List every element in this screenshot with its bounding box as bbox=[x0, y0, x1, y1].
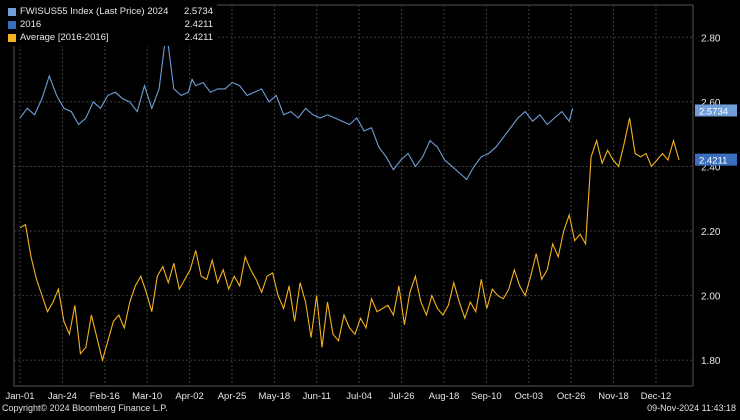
x-tick-label: Oct-03 bbox=[514, 391, 543, 402]
x-tick-label: Nov-18 bbox=[598, 391, 629, 402]
legend-swatch bbox=[8, 7, 16, 16]
x-tick-label: Jul-04 bbox=[346, 391, 372, 402]
x-tick-label: Jan-01 bbox=[5, 391, 34, 402]
y-tick-label: 2.00 bbox=[701, 292, 721, 303]
y-tick-label: 2.20 bbox=[701, 227, 721, 238]
x-tick-label: Jan-24 bbox=[48, 391, 77, 402]
legend-label: FWISUS55 Index (Last Price) 2024 bbox=[20, 6, 169, 17]
legend-label: Average [2016-2016] bbox=[20, 32, 109, 43]
x-tick-label: Apr-02 bbox=[175, 391, 204, 402]
timestamp-text: 09-Nov-2024 11:43:18 bbox=[647, 403, 736, 413]
plot-area bbox=[13, 4, 694, 387]
copyright-text: Copyright© 2024 Bloomberg Finance L.P. bbox=[2, 403, 168, 413]
x-tick-label: May-18 bbox=[259, 391, 291, 402]
legend-swatch bbox=[8, 33, 16, 42]
x-tick-label: Oct-26 bbox=[557, 391, 586, 402]
legend-row: FWISUS55 Index (Last Price) 2024 2.5734 bbox=[8, 5, 213, 18]
legend-value: 2.4211 bbox=[184, 19, 213, 30]
x-tick-label: Jun-11 bbox=[303, 391, 331, 402]
series-line bbox=[19, 30, 574, 181]
series-line bbox=[19, 117, 680, 363]
last-value-badge bbox=[695, 153, 737, 166]
legend-row: Average [2016-2016] 2.4211 bbox=[8, 31, 213, 44]
legend-value: 2.5734 bbox=[183, 6, 213, 17]
x-tick-label: Aug-18 bbox=[429, 391, 460, 402]
legend: FWISUS55 Index (Last Price) 2024 2.5734 … bbox=[4, 3, 217, 46]
x-tick-label: Sep-10 bbox=[471, 391, 502, 402]
x-tick-label: Dec-12 bbox=[641, 391, 672, 402]
last-value-badge bbox=[695, 104, 737, 117]
y-tick-label: 2.60 bbox=[701, 98, 721, 109]
legend-swatch bbox=[8, 20, 16, 29]
last-value-label: 2.4211 bbox=[699, 156, 727, 167]
x-tick-label: Feb-16 bbox=[90, 391, 120, 402]
x-tick-label: Mar-10 bbox=[132, 391, 162, 402]
legend-value: 2.4211 bbox=[184, 32, 213, 43]
y-tick-label: 1.80 bbox=[701, 356, 721, 367]
y-tick-label: 2.80 bbox=[701, 33, 721, 44]
x-tick-label: Jul-26 bbox=[389, 391, 415, 402]
y-tick-label: 2.40 bbox=[701, 162, 721, 173]
x-tick-label: Apr-25 bbox=[218, 391, 247, 402]
legend-label: 2016 bbox=[20, 19, 42, 30]
legend-row: 2016 2.4211 bbox=[8, 18, 213, 31]
last-value-label: 2.5734 bbox=[699, 106, 728, 117]
